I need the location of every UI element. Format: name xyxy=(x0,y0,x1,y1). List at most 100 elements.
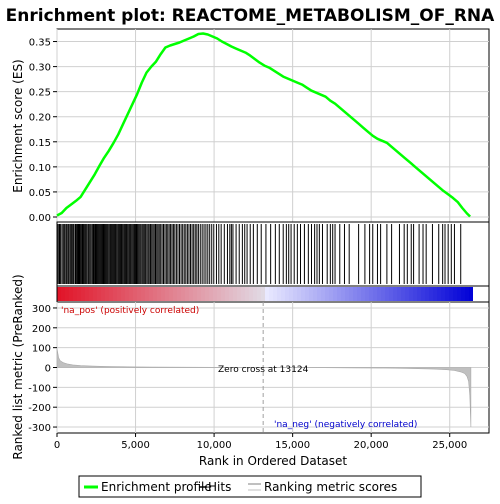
negative-correlation-label: 'na_neg' (negatively correlated) xyxy=(274,420,417,430)
color-bar-segment xyxy=(413,287,418,301)
color-bar-segment xyxy=(213,287,218,301)
color-bar-segment xyxy=(273,287,278,301)
color-bar-segment xyxy=(93,287,98,301)
color-bar-segment xyxy=(297,287,302,301)
color-bar-segment xyxy=(385,287,390,301)
x-tick-label: 0 xyxy=(54,440,60,451)
color-bar-segment xyxy=(381,287,386,301)
hits-group xyxy=(56,224,462,284)
color-bar-segment xyxy=(429,287,434,301)
x-tick-label: 10,000 xyxy=(197,440,232,451)
color-bar-segment xyxy=(261,287,266,301)
color-bar-segment xyxy=(69,287,74,301)
color-bar-segment xyxy=(397,287,402,301)
color-bar-segment xyxy=(221,287,226,301)
color-bar-segment xyxy=(125,287,130,301)
color-bar-segment xyxy=(169,287,174,301)
color-bar-segment xyxy=(149,287,154,301)
color-bar-segment xyxy=(85,287,90,301)
color-bar-segment xyxy=(117,287,122,301)
color-bar-segment xyxy=(129,287,134,301)
color-bar-segment xyxy=(217,287,222,301)
color-bar-segment xyxy=(101,287,106,301)
color-bar-segment xyxy=(137,287,142,301)
color-bar-segment xyxy=(133,287,138,301)
color-bar-segment xyxy=(81,287,86,301)
color-bar-segment xyxy=(109,287,114,301)
color-bar-segment xyxy=(437,287,442,301)
color-bar-segment xyxy=(209,287,214,301)
rank-metric-y-tick-label: 300 xyxy=(32,304,51,315)
color-bar-segment xyxy=(337,287,342,301)
color-bar-segment xyxy=(145,287,150,301)
es-y-tick-label: 0.00 xyxy=(29,213,51,224)
color-bar-segment xyxy=(113,287,118,301)
color-bar-segment xyxy=(421,287,426,301)
es-gridlines xyxy=(56,29,489,222)
color-bar-segment xyxy=(105,287,110,301)
es-y-tick-label: 0.30 xyxy=(29,63,51,74)
color-bar-segment xyxy=(377,287,382,301)
legend-item-label: Ranking metric scores xyxy=(264,480,397,494)
color-bar-segment xyxy=(369,287,374,301)
color-bar-segment xyxy=(173,287,178,301)
color-bar-segment xyxy=(393,287,398,301)
color-bar-segment xyxy=(325,287,330,301)
color-bar-segment xyxy=(269,287,274,301)
color-bar-segment xyxy=(89,287,94,301)
rank-metric-y-axis: -300 -200 -100 0 100 200 300 xyxy=(28,304,57,434)
color-bar-segment xyxy=(357,287,362,301)
color-bar-segment xyxy=(161,287,166,301)
color-bar-segment xyxy=(457,287,462,301)
color-bar-segment xyxy=(349,287,354,301)
x-tick-label: 5,000 xyxy=(121,440,150,451)
color-bar-segment xyxy=(473,287,478,301)
chart-title: Enrichment plot: REACTOME_METABOLISM_OF_… xyxy=(6,6,496,26)
color-bar-segment xyxy=(481,287,486,301)
color-bar-segment xyxy=(197,287,202,301)
legend-item-label: Enrichment profile xyxy=(101,480,212,494)
x-tick-label: 15,000 xyxy=(275,440,310,451)
x-axis-label: Rank in Ordered Dataset xyxy=(199,454,347,468)
color-bar-segment xyxy=(277,287,282,301)
rank-metric-y-tick-label: -300 xyxy=(28,423,51,434)
color-bar-segment xyxy=(233,287,238,301)
enrichment-profile-line-group xyxy=(56,32,471,218)
color-bar-segment xyxy=(57,287,62,301)
color-bar-segment xyxy=(293,287,298,301)
legend-box xyxy=(78,475,422,498)
zero-cross-label: Zero cross at 13124 xyxy=(218,365,309,375)
color-bar-segment xyxy=(281,287,286,301)
color-bar-segment xyxy=(433,287,438,301)
es-y-tick-label: 0.35 xyxy=(29,38,51,49)
color-bar-segment xyxy=(249,287,254,301)
color-bar-segment xyxy=(401,287,406,301)
color-bar-segment xyxy=(265,287,270,301)
color-bar-segment xyxy=(409,287,414,301)
rank-metric-y-axis-label: Ranked list metric (PreRanked) xyxy=(11,274,25,459)
color-bar-segment xyxy=(157,287,162,301)
x-tick-label: 20,000 xyxy=(354,440,389,451)
color-bar-segment xyxy=(425,287,430,301)
color-bar-segment xyxy=(417,287,422,301)
es-y-axis: 0.00 0.05 0.10 0.15 0.20 0.25 0.30 0.35 xyxy=(29,38,57,224)
color-bar-segment xyxy=(365,287,370,301)
color-bar-segment xyxy=(141,287,146,301)
color-bar-segment xyxy=(461,287,466,301)
color-bar-segment xyxy=(333,287,338,301)
color-bar-segment xyxy=(317,287,322,301)
rank-metric-y-tick-label: 0 xyxy=(45,364,51,375)
color-bar-segment xyxy=(97,287,102,301)
x-tick-label: 25,000 xyxy=(432,440,467,451)
color-bar-segment xyxy=(201,287,206,301)
color-bar-segment xyxy=(477,287,482,301)
positive-correlation-label: 'na_pos' (positively correlated) xyxy=(61,306,199,316)
color-bar-segment xyxy=(185,287,190,301)
color-bar-segment xyxy=(285,287,290,301)
color-bar-segment xyxy=(229,287,234,301)
color-bar-segment xyxy=(389,287,394,301)
color-bar-segment xyxy=(469,287,474,301)
color-bar-segment xyxy=(301,287,306,301)
